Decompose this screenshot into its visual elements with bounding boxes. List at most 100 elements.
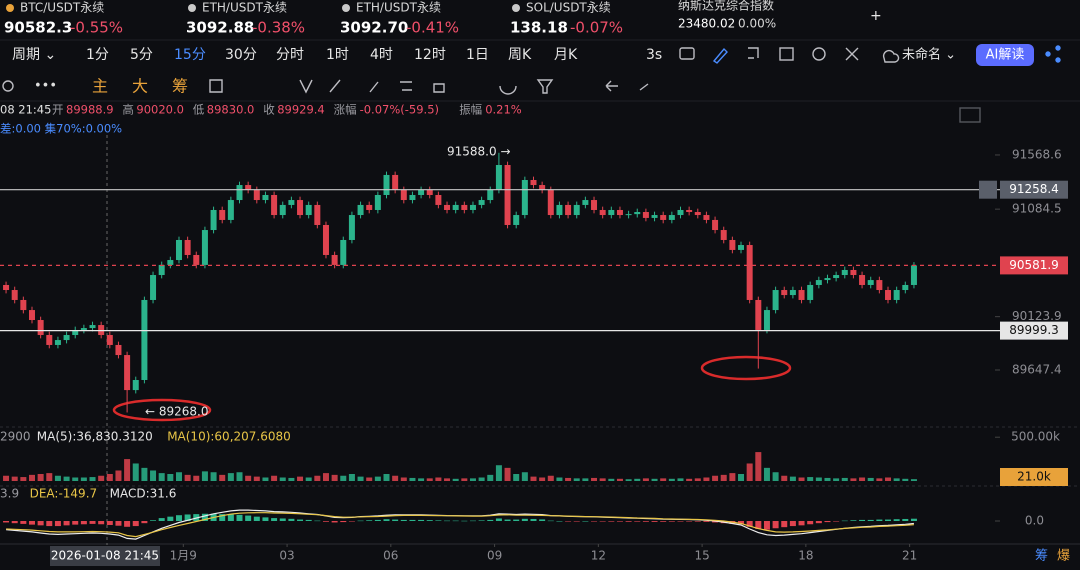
candle-body <box>910 265 917 285</box>
interval-tab[interactable]: 30分 <box>225 47 257 63</box>
add-tab[interactable]: + <box>870 8 882 24</box>
macd-line <box>6 512 914 538</box>
ticker-change[interactable]: -0.55% <box>70 19 123 37</box>
price-line-label: 90581.9 <box>1009 258 1059 272</box>
more-tools[interactable] <box>329 79 649 95</box>
crop-icon[interactable] <box>748 47 759 59</box>
volume-bar <box>418 478 425 481</box>
interval-tab[interactable]: 4时 <box>370 47 393 63</box>
candle-body <box>694 212 701 216</box>
ticker-icon <box>342 4 350 12</box>
volume-bar <box>193 475 200 481</box>
camera-icon[interactable] <box>679 47 695 60</box>
interval-tab[interactable]: 月K <box>554 47 578 63</box>
indicator-tab[interactable]: 大 <box>132 77 148 96</box>
volume-bar <box>80 477 87 481</box>
volume-bar <box>245 475 252 481</box>
interval-tab[interactable]: 5分 <box>130 47 153 63</box>
macd-bar <box>910 518 917 521</box>
ticker-change[interactable]: -0.38% <box>252 19 305 37</box>
volume-bar <box>642 478 649 481</box>
volume-bar <box>150 470 157 481</box>
candle-body <box>392 174 399 190</box>
interval-tab[interactable]: 1时 <box>326 47 349 63</box>
ticker-price[interactable]: 90582.3 <box>4 19 72 37</box>
candle-body <box>755 299 762 330</box>
ai-button[interactable] <box>976 44 1034 66</box>
ticker-change[interactable]: -0.07% <box>570 19 623 37</box>
candle-body <box>565 204 572 216</box>
y-tick-label: 91568.6 <box>1012 147 1062 161</box>
interval-tab[interactable]: 1分 <box>86 47 109 63</box>
macd-bar <box>28 521 35 525</box>
macd-bar <box>322 521 329 522</box>
refresh-rate[interactable]: 3s <box>646 47 662 63</box>
ticker-name[interactable]: BTC/USDT永续 <box>20 1 104 15</box>
y-tick-label: 90123.9 <box>1012 309 1062 323</box>
ticker-name[interactable]: ETH/USDT永续 <box>202 1 287 15</box>
macd-bar <box>262 517 269 521</box>
macd-bar <box>150 520 157 521</box>
circle-tool[interactable] <box>2 80 14 92</box>
macd-bar <box>400 519 407 521</box>
interval-tab[interactable]: 1日 <box>466 47 489 63</box>
y-tick-label: 500.00k <box>1011 430 1060 444</box>
candle-body <box>262 194 269 201</box>
macd-bar <box>63 521 70 526</box>
period-menu[interactable]: 周期 ⌄ <box>12 47 56 63</box>
volume-bar <box>54 475 61 481</box>
y-tick-label: 0.0 <box>1025 514 1044 528</box>
volume-bar <box>236 472 243 481</box>
ticker-change[interactable]: -0.41% <box>406 19 459 37</box>
interval-tab[interactable]: 分时 <box>276 47 304 63</box>
candle-body <box>132 380 139 391</box>
macd-bar <box>115 521 122 526</box>
candle-body <box>781 290 788 296</box>
volume-bar <box>357 476 364 481</box>
ticker-price[interactable]: 23480.02 <box>678 17 735 31</box>
ticker-name[interactable]: ETH/USDT永续 <box>356 1 441 15</box>
share-icon[interactable] <box>1045 51 1051 57</box>
candle-body <box>331 254 338 265</box>
cloud-icon[interactable] <box>882 49 900 63</box>
indicator-tab[interactable]: 主 <box>92 77 108 96</box>
candle-body <box>314 204 321 225</box>
volume-bar <box>400 477 407 481</box>
interval-tab[interactable]: 周K <box>508 47 532 63</box>
volume-bar <box>712 475 719 481</box>
macd-bar <box>279 518 286 521</box>
ticker-price[interactable]: 3092.70 <box>340 19 408 37</box>
macd-bar <box>616 521 623 522</box>
volume-bar <box>348 473 355 481</box>
indicator-tab[interactable]: 筹 <box>172 77 188 96</box>
pen-icon[interactable] <box>712 47 728 64</box>
settings-icon[interactable] <box>812 47 826 61</box>
expand-icon[interactable] <box>959 107 981 123</box>
fullscreen-icon[interactable] <box>845 47 859 61</box>
volume-bar <box>392 475 399 481</box>
more-menu[interactable]: ••• <box>34 79 57 94</box>
ai-button-label[interactable]: AI解读 <box>986 48 1025 63</box>
corner-button[interactable]: 爆 <box>1057 549 1070 564</box>
ticker-change[interactable]: 0.00% <box>738 17 776 31</box>
macd-bar <box>591 521 598 522</box>
interval-tab[interactable]: 12时 <box>414 47 446 63</box>
volume-bar <box>383 473 390 481</box>
ticker-price[interactable]: 138.18 <box>510 19 568 37</box>
candle-body <box>340 239 347 265</box>
candle-body <box>573 204 580 216</box>
interval-tab[interactable]: 15分 <box>174 47 206 63</box>
ticker-name[interactable]: SOL/USDT永续 <box>526 1 611 15</box>
macd-bar <box>893 519 900 521</box>
ticker-name[interactable]: 纳斯达克综合指数 <box>678 0 774 13</box>
add-alert-button[interactable] <box>979 180 997 199</box>
macd-bar <box>807 521 814 525</box>
candle-body <box>591 200 598 210</box>
candle-body <box>625 214 632 216</box>
corner-button[interactable]: 筹 <box>1035 548 1048 564</box>
draw-tools[interactable] <box>209 79 313 94</box>
layout-name[interactable]: 未命名 ⌄ <box>902 47 956 63</box>
chart-icon[interactable] <box>779 47 794 61</box>
macd-bar <box>712 521 719 523</box>
ticker-price[interactable]: 3092.88 <box>186 19 254 37</box>
